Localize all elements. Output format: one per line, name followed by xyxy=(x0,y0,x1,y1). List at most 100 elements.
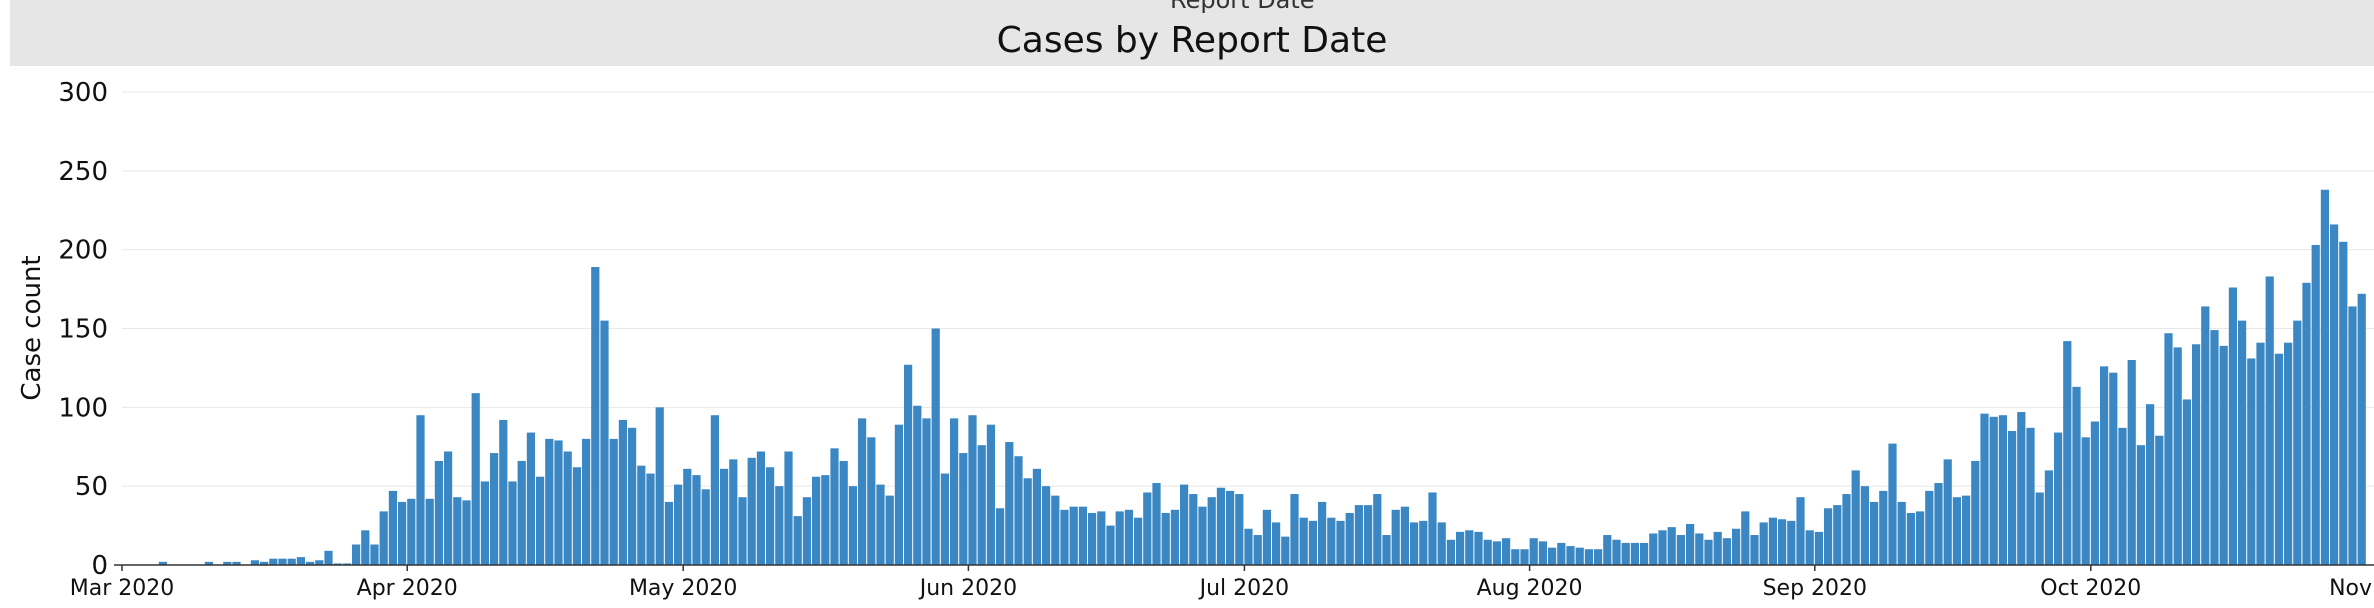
bar xyxy=(986,424,995,565)
bar xyxy=(453,497,462,565)
bar xyxy=(1327,517,1336,565)
bar xyxy=(1161,512,1170,565)
bar xyxy=(821,475,830,565)
bar xyxy=(1345,512,1354,565)
bar xyxy=(1336,520,1345,565)
bar xyxy=(1170,509,1179,565)
bar xyxy=(931,328,940,565)
bar xyxy=(2173,347,2182,565)
bar xyxy=(766,467,775,565)
bar xyxy=(2063,341,2072,565)
bar xyxy=(738,497,747,565)
bar xyxy=(563,451,572,565)
bar xyxy=(1649,533,1658,565)
bar xyxy=(1511,549,1520,565)
bar xyxy=(1870,501,1879,565)
bar xyxy=(1658,530,1667,565)
bar xyxy=(885,495,894,565)
bar xyxy=(2339,241,2348,565)
bar xyxy=(867,437,876,565)
bar xyxy=(683,468,692,565)
bar xyxy=(1612,539,1621,565)
axes: 0 50 100 150 200 250 300 Mar 2020 Apr 2020 May 20… xyxy=(58,78,2374,601)
bar xyxy=(1235,494,1244,565)
bar xyxy=(1750,535,1759,565)
bar xyxy=(2026,427,2035,565)
bar xyxy=(1272,522,1281,565)
bar xyxy=(1971,460,1980,565)
bar xyxy=(1888,443,1897,565)
bar xyxy=(260,561,269,565)
bar xyxy=(1051,495,1060,565)
bar xyxy=(1354,505,1363,565)
bar xyxy=(1520,549,1529,565)
bar xyxy=(342,563,351,565)
bar xyxy=(1290,494,1299,565)
bar xyxy=(2210,330,2219,565)
bar xyxy=(1704,539,1713,565)
bar xyxy=(2164,333,2173,565)
bar xyxy=(370,544,379,565)
bar xyxy=(1640,542,1649,565)
bar xyxy=(2330,224,2339,565)
bar xyxy=(1097,511,1106,565)
bar xyxy=(646,473,655,565)
bar xyxy=(710,415,719,565)
bar xyxy=(1952,497,1961,565)
bar xyxy=(812,476,821,565)
bar xyxy=(1833,505,1842,565)
bar xyxy=(1124,509,1133,565)
bar xyxy=(2008,430,2017,565)
bar xyxy=(333,563,342,565)
x-tick-label: May 2020 xyxy=(629,576,737,601)
x-tick-label: Apr 2020 xyxy=(357,576,458,601)
bar xyxy=(1465,530,1474,565)
bar xyxy=(2035,492,2044,565)
bar xyxy=(1373,494,1382,565)
bar xyxy=(1446,539,1455,565)
bar xyxy=(1842,494,1851,565)
bar xyxy=(2155,435,2164,565)
bar xyxy=(1676,535,1685,565)
bar xyxy=(747,457,756,565)
bar xyxy=(1575,547,1584,565)
x-tick-label: Jun 2020 xyxy=(918,576,1017,601)
bar xyxy=(674,484,683,565)
bar xyxy=(462,500,471,565)
bar xyxy=(2044,470,2053,565)
x-tick-label: Aug 2020 xyxy=(1477,576,1583,601)
bar xyxy=(315,560,324,565)
bar xyxy=(1879,490,1888,565)
bar xyxy=(775,486,784,565)
bar xyxy=(2136,445,2145,565)
bar xyxy=(2090,421,2099,565)
bar xyxy=(508,481,517,565)
strip-label: Report Date xyxy=(1170,0,1315,14)
bar xyxy=(1492,541,1501,565)
bar xyxy=(802,497,811,565)
bar xyxy=(1722,538,1731,565)
bar xyxy=(1814,531,1823,565)
bar xyxy=(1805,530,1814,565)
y-tick-label: 0 xyxy=(91,551,108,581)
bar xyxy=(379,511,388,565)
bar xyxy=(2302,282,2311,565)
bar xyxy=(1088,512,1097,565)
bar xyxy=(232,561,241,565)
y-tick-label: 100 xyxy=(58,393,108,423)
bar xyxy=(1686,524,1695,565)
bar xyxy=(793,516,802,565)
bar xyxy=(287,558,296,565)
bar xyxy=(1483,539,1492,565)
bar xyxy=(490,453,499,565)
bar xyxy=(784,451,793,565)
bar xyxy=(407,498,416,565)
bar xyxy=(416,415,425,565)
bar xyxy=(471,393,480,565)
bar xyxy=(1115,511,1124,565)
bar xyxy=(1023,478,1032,565)
bar xyxy=(1925,490,1934,565)
bar xyxy=(1281,536,1290,565)
bar xyxy=(1566,546,1575,565)
bar xyxy=(1787,520,1796,565)
